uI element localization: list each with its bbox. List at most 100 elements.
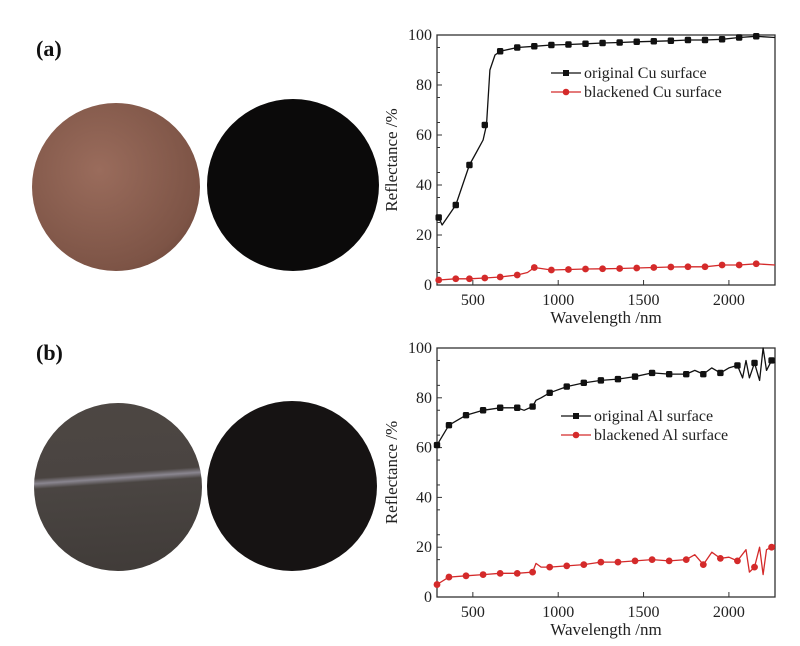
data-point-original-al-surface [768,357,775,364]
data-point-original-cu-surface [481,121,488,129]
data-point-original-al-surface [462,412,470,419]
data-point-original-cu-surface [701,36,709,44]
y-tick-label: 80 [416,390,432,407]
x-axis-label: Wavelength /nm [550,308,661,327]
legend-marker-original-cu-surface [563,70,569,76]
data-point-blackened-cu-surface [513,271,521,279]
x-tick-label: 500 [461,292,485,309]
data-point-original-cu-surface [599,39,606,47]
original-cu-sample-photo [32,103,200,271]
data-point-blackened-al-surface [699,561,707,569]
data-point-original-al-surface [717,369,724,377]
data-point-blackened-al-surface [768,543,775,551]
data-point-blackened-cu-surface [718,261,726,269]
data-point-blackened-cu-surface [735,261,743,269]
chart-a: 0 20 40 60 80 100 500 1000 1500 2000 Wavelength /n… [382,27,776,327]
data-point-original-al-surface [751,359,758,367]
y-axis-label: Reflectance /% [382,108,401,211]
legend-marker-blackened-cu-surface [562,88,570,96]
data-point-original-al-surface [734,362,741,369]
data-point-blackened-al-surface [648,556,656,564]
blackened-al-sample-photo [207,401,377,571]
x-tick-label: 1000 [542,604,574,621]
data-point-original-cu-surface [684,36,692,44]
data-point-original-al-surface [546,389,553,397]
data-point-blackened-al-surface [716,555,724,562]
y-tick-label: 20 [416,227,432,244]
data-point-blackened-al-surface [563,562,571,570]
legend-label-blackened-cu-surface: blackened Cu surface [584,84,722,101]
data-point-original-cu-surface [514,44,521,51]
data-point-original-al-surface [614,375,622,383]
data-point-original-cu-surface [565,41,572,48]
data-point-blackened-cu-surface [435,276,443,284]
y-tick-label: 100 [408,340,432,357]
data-point-blackened-cu-surface [582,265,589,273]
data-point-original-al-surface [683,370,690,378]
data-point-original-al-surface [631,373,639,380]
data-point-blackened-cu-surface [667,263,675,271]
y-tick-label: 0 [424,589,432,606]
data-point-original-cu-surface [735,34,743,41]
data-point-original-cu-surface [718,36,726,43]
x-axis-label: Wavelength /nm [550,620,661,639]
original-al-sample-photo [34,403,202,571]
legend-marker-original-al-surface [573,413,579,419]
data-point-original-cu-surface [466,161,473,169]
data-point-blackened-cu-surface [701,263,709,271]
data-point-original-cu-surface [753,33,760,40]
legend-label-blackened-al-surface: blackened Al surface [594,427,728,444]
y-tick-label: 60 [416,440,432,457]
data-point-blackened-al-surface [682,556,690,564]
data-point-original-cu-surface [616,39,623,46]
plot-frame [436,347,776,598]
data-point-blackened-cu-surface [530,264,538,271]
data-point-original-al-surface [514,404,521,411]
data-point-blackened-cu-surface [452,275,460,283]
data-point-blackened-al-surface [734,557,741,565]
data-point-blackened-al-surface [631,557,639,565]
y-tick-label: 40 [416,177,432,194]
x-tick-label: 1500 [628,604,660,621]
data-point-blackened-cu-surface [466,275,473,283]
data-point-blackened-cu-surface [547,266,555,274]
data-point-blackened-al-surface [513,569,521,577]
panel-label-a: (a) [36,36,62,61]
data-point-original-cu-surface [650,38,657,45]
y-tick-label: 40 [416,489,432,506]
data-point-original-cu-surface [582,40,589,47]
data-point-blackened-cu-surface [633,264,641,272]
data-point-blackened-cu-surface [616,265,624,272]
y-tick-label: 60 [416,127,432,144]
data-point-blackened-al-surface [445,573,453,581]
legend-label-original-cu-surface: original Cu surface [584,65,707,82]
x-tick-label: 500 [461,604,485,621]
data-point-blackened-al-surface [462,572,470,580]
data-point-original-al-surface [563,383,570,390]
data-point-original-cu-surface [548,41,555,49]
x-tick-label: 1000 [542,292,574,309]
x-tick-label: 1500 [628,292,660,309]
data-point-original-cu-surface [452,201,459,209]
data-point-blackened-al-surface [614,558,622,566]
data-point-original-al-surface [445,421,453,429]
blackened-cu-sample-photo [207,99,379,271]
x-tick-label: 2000 [713,292,745,309]
data-point-blackened-al-surface [496,569,504,577]
series-line-blackened-cu-surface [438,263,776,281]
data-point-blackened-al-surface [479,571,487,578]
data-point-original-al-surface [496,404,504,411]
data-point-original-al-surface [433,441,441,449]
legend-marker-blackened-al-surface [572,431,580,439]
data-point-blackened-al-surface [433,581,441,588]
data-point-blackened-al-surface [665,557,673,565]
data-point-original-al-surface [648,369,656,377]
data-point-blackened-cu-surface [496,273,504,281]
x-tick-label: 2000 [713,604,745,621]
data-point-blackened-cu-surface [752,260,760,268]
data-point-blackened-cu-surface [650,264,658,271]
data-point-original-cu-surface [435,214,442,221]
data-point-original-cu-surface [667,37,675,44]
series-line-blackened-al-surface [436,544,776,586]
